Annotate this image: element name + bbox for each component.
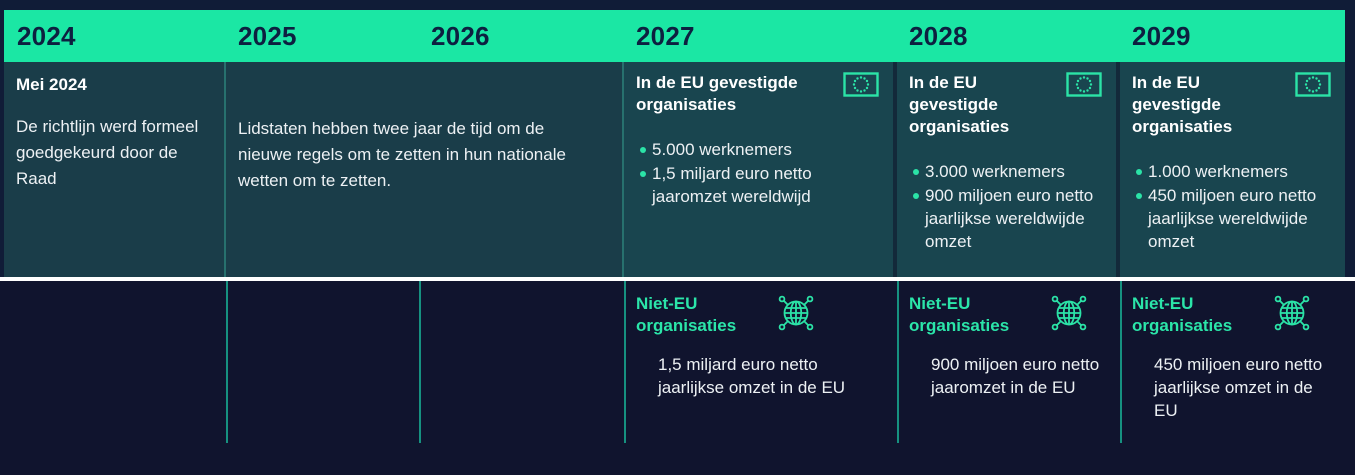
niet-eu-card-2029: Niet-EU organisaties bbox=[1120, 281, 1345, 443]
empty-cell-2024 bbox=[4, 281, 226, 443]
eu-card-bullets: 5.000 werknemers 1,5 miljard euro netto … bbox=[636, 138, 879, 208]
empty-cell-2026 bbox=[419, 281, 624, 443]
bullet-icon bbox=[913, 169, 919, 175]
eu-card-title: In de EU gevestigde organisaties bbox=[636, 73, 798, 114]
niet-eu-card-body: 900 miljoen euro netto jaaromzet in de E… bbox=[931, 355, 1100, 397]
eu-flag-icon bbox=[1295, 72, 1331, 97]
bullet-text: 3.000 werknemers bbox=[925, 162, 1065, 181]
horizontal-separator bbox=[0, 277, 1355, 281]
globe-network-icon bbox=[1272, 293, 1312, 333]
row-eu-organisations: Mei 2024 De richtlijn werd formeel goedg… bbox=[0, 62, 1355, 277]
bullet-icon bbox=[640, 171, 646, 177]
eu-card-2027: In de EU gevestigde organisaties 5.000 w… bbox=[624, 62, 897, 277]
eu-card-2028: In de EU gevestigde organisaties 3.000 w… bbox=[897, 62, 1120, 277]
bullet-icon bbox=[913, 193, 919, 199]
bullet-text: 1,5 miljard euro netto jaaromzet wereldw… bbox=[652, 164, 812, 206]
niet-eu-card-title: Niet-EU organisaties bbox=[636, 294, 737, 335]
cell-lidstaten: Lidstaten hebben twee jaar de tijd om de… bbox=[226, 62, 624, 277]
eu-card-title: In de EU gevestigde organisaties bbox=[909, 73, 1010, 136]
niet-eu-card-body: 450 miljoen euro netto jaarlijkse omzet … bbox=[1154, 355, 1323, 420]
lidstaten-body: Lidstaten hebben twee jaar de tijd om de… bbox=[238, 119, 566, 190]
bullet-icon bbox=[1136, 193, 1142, 199]
bullet-text: 900 miljoen euro netto jaarlijkse wereld… bbox=[925, 186, 1094, 251]
row-niet-eu-organisations: Niet-EU organisaties bbox=[0, 281, 1355, 443]
eu-card-bullets: 3.000 werknemers 900 miljoen euro netto … bbox=[909, 160, 1102, 253]
niet-eu-card-body: 1,5 miljard euro netto jaarlijkse omzet … bbox=[658, 355, 846, 397]
cell-mei-2024: Mei 2024 De richtlijn werd formeel goedg… bbox=[4, 62, 226, 277]
bullet-text: 450 miljoen euro netto jaarlijkse wereld… bbox=[1148, 186, 1317, 251]
eu-card-2029: In de EU gevestigde organisaties 1.000 w… bbox=[1120, 62, 1345, 277]
year-bar: 2024 2025 2026 2027 2028 2029 bbox=[4, 10, 1345, 62]
mei-2024-heading: Mei 2024 bbox=[16, 75, 87, 94]
year-label-2028: 2028 bbox=[909, 20, 968, 51]
eu-flag-icon bbox=[843, 72, 879, 97]
year-label-2026: 2026 bbox=[431, 20, 490, 51]
year-label-2027: 2027 bbox=[636, 20, 695, 51]
globe-network-icon bbox=[1049, 293, 1089, 333]
niet-eu-card-2027: Niet-EU organisaties bbox=[624, 281, 897, 443]
niet-eu-card-title: Niet-EU organisaties bbox=[1132, 294, 1233, 335]
empty-cell-2025 bbox=[226, 281, 419, 443]
eu-card-title: In de EU gevestigde organisaties bbox=[1132, 73, 1233, 136]
bullet-text: 5.000 werknemers bbox=[652, 140, 792, 159]
year-label-2029: 2029 bbox=[1132, 20, 1191, 51]
mei-2024-body: De richtlijn werd formeel goedgekeurd do… bbox=[16, 117, 199, 188]
timeline-header: 2024 2025 2026 2027 2028 2029 bbox=[0, 0, 1355, 62]
bullet-text: 1.000 werknemers bbox=[1148, 162, 1288, 181]
niet-eu-card-2028: Niet-EU organisaties bbox=[897, 281, 1120, 443]
eu-flag-icon bbox=[1066, 72, 1102, 97]
eu-card-bullets: 1.000 werknemers 450 miljoen euro netto … bbox=[1132, 160, 1331, 253]
globe-network-icon bbox=[776, 293, 816, 333]
bullet-icon bbox=[1136, 169, 1142, 175]
niet-eu-card-title: Niet-EU organisaties bbox=[909, 294, 1010, 335]
year-label-2024: 2024 bbox=[17, 20, 76, 51]
bullet-icon bbox=[640, 147, 646, 153]
year-label-2025: 2025 bbox=[238, 20, 297, 51]
